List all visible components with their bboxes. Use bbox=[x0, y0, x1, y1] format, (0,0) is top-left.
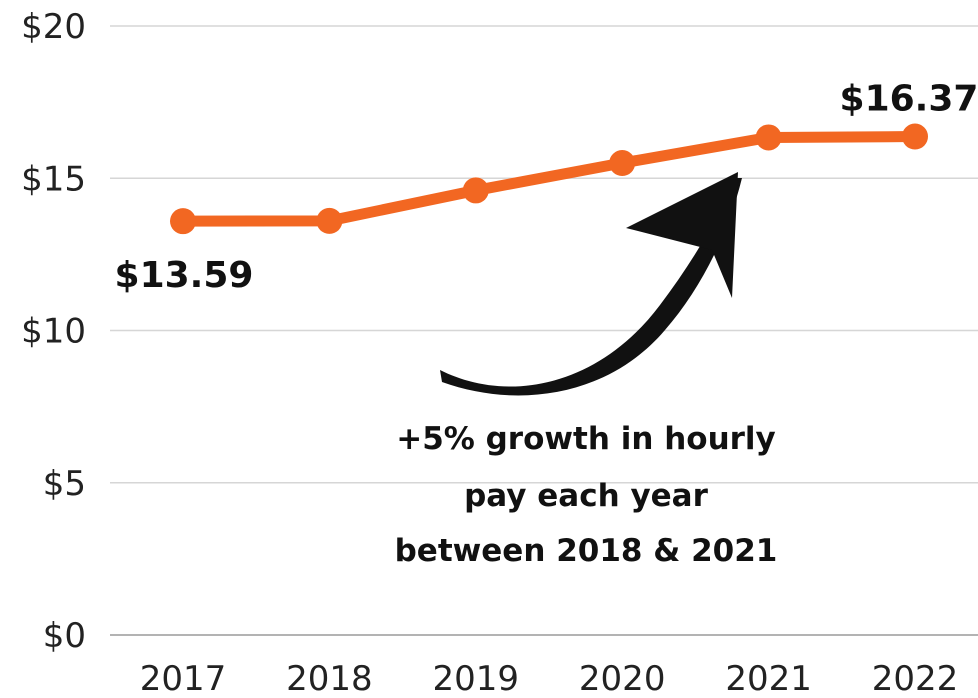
data-labels: $13.59 $16.37 bbox=[115, 79, 978, 297]
y-tick-label: $0 bbox=[43, 616, 86, 656]
x-axis-ticks: 2017 2018 2019 2020 2021 2022 bbox=[140, 659, 959, 698]
data-point bbox=[902, 123, 928, 150]
x-tick-label: 2020 bbox=[579, 659, 666, 698]
data-point bbox=[170, 208, 196, 235]
x-tick-label: 2021 bbox=[725, 659, 812, 698]
arrow-shaft bbox=[440, 178, 742, 396]
gridlines bbox=[110, 25, 978, 636]
annotation-line-2: pay each year bbox=[464, 478, 708, 514]
x-tick-label: 2017 bbox=[140, 659, 227, 698]
arrow-head bbox=[626, 172, 738, 298]
annotation-line-1: +5% growth in hourly bbox=[396, 421, 776, 457]
data-label: $16.37 bbox=[840, 79, 978, 120]
data-point bbox=[609, 150, 636, 177]
y-axis-ticks: $0 $5 $10 $15 $20 bbox=[21, 7, 86, 656]
data-point bbox=[316, 207, 343, 234]
series-line bbox=[177, 131, 921, 227]
data-point bbox=[755, 124, 782, 151]
annotation-line-3: between 2018 & 2021 bbox=[395, 533, 778, 569]
data-point bbox=[462, 177, 489, 204]
x-tick-label: 2018 bbox=[286, 659, 373, 698]
x-tick-label: 2019 bbox=[433, 659, 520, 698]
y-tick-label: $20 bbox=[21, 7, 86, 47]
data-points bbox=[170, 123, 928, 235]
data-label: $13.59 bbox=[115, 255, 254, 296]
y-tick-label: $10 bbox=[21, 312, 86, 352]
growth-arrow-icon bbox=[440, 172, 742, 396]
y-tick-label: $15 bbox=[21, 159, 86, 199]
y-tick-label: $5 bbox=[43, 464, 86, 504]
x-tick-label: 2022 bbox=[872, 659, 959, 698]
